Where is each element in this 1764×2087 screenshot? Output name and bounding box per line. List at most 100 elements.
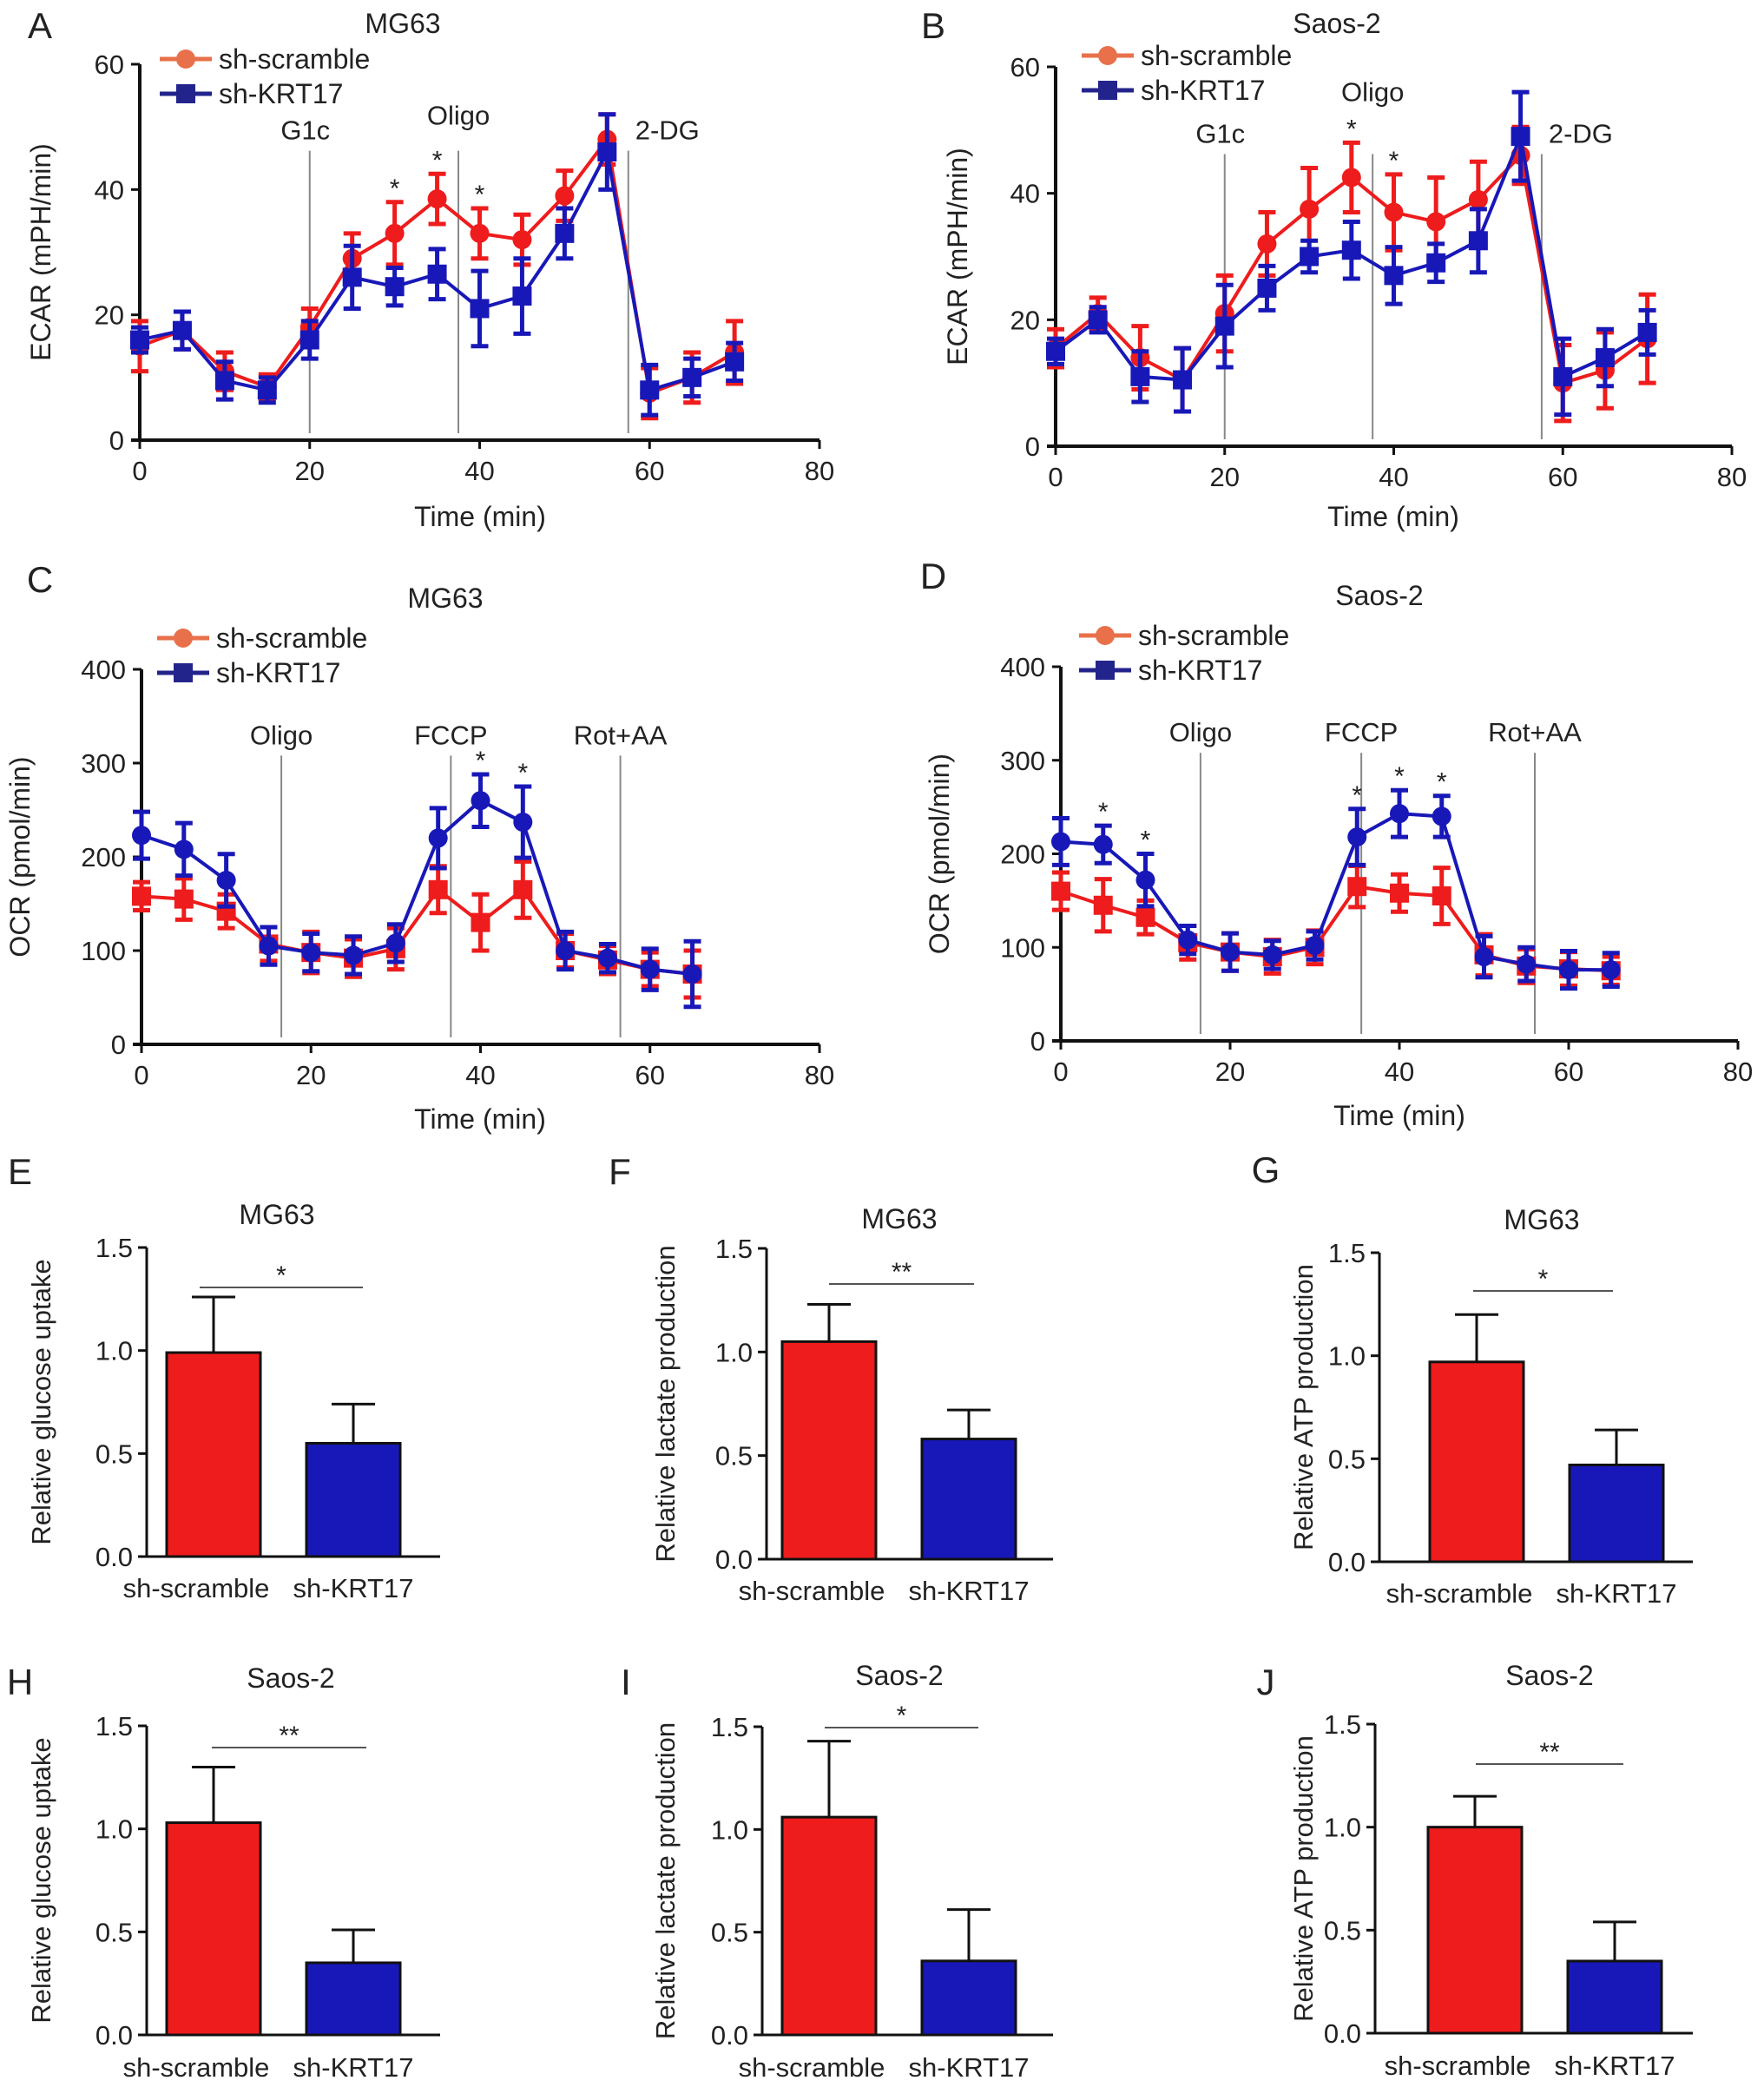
y-tick-label: 100 [81, 936, 126, 966]
y-tick-label: 300 [81, 748, 126, 779]
data-point [1474, 947, 1494, 967]
data-point [132, 886, 151, 906]
x-tick-label: 40 [465, 1060, 495, 1090]
data-point [174, 839, 194, 859]
data-point [1093, 895, 1113, 915]
chart-title: Saos-2 [247, 1662, 334, 1694]
data-point [1553, 366, 1573, 386]
x-tick-label: 0 [134, 1060, 148, 1090]
bar-sh-scramble [780, 1815, 878, 2037]
panel-J: J Saos-2 sh-scramble sh-KRT17 0.0 0.5 1.0 1.5Re… [1257, 1660, 1693, 2081]
y-axis-label: Relative ATP production [1288, 1264, 1319, 1550]
data-point [1341, 240, 1361, 260]
x-tick-label: 60 [1548, 462, 1577, 492]
bar-sh-scramble [1428, 1360, 1525, 1564]
panel-G: G MG63 sh-scramble sh-KRT17 0.0 0.5 1.0 1.5 Rela… [1252, 1149, 1693, 1609]
injection-label: FCCP [414, 720, 487, 750]
significance-star: * [517, 759, 528, 787]
category-label: sh-KRT17 [1555, 2051, 1675, 2081]
y-tick-label: 1.5 [1324, 1709, 1361, 1740]
y-tick-label: 0.5 [1324, 1915, 1361, 1945]
legend-label: sh-scramble [1141, 40, 1292, 71]
data-point [1046, 341, 1065, 361]
y-tick-label: 1.0 [715, 1337, 753, 1367]
data-point [1468, 189, 1488, 209]
significance-star: * [1098, 798, 1109, 826]
injection-label: Oligo [250, 720, 313, 750]
x-axis-label: Time (min) [414, 1103, 546, 1135]
data-point [640, 959, 660, 979]
data-point [512, 286, 532, 306]
panel-label: H [7, 1662, 33, 1702]
series-sh-KRT17 [1051, 787, 1621, 991]
category-label: sh-scramble [123, 2052, 270, 2083]
chart-title: MG63 [239, 1199, 314, 1230]
y-tick-label: 1.0 [1324, 1813, 1361, 1843]
data-point [1390, 804, 1409, 824]
x-tick-label: 40 [464, 456, 494, 486]
significance-star: * [1538, 1265, 1549, 1294]
data-point [1173, 370, 1193, 390]
bar-sh-scramble [780, 1340, 878, 1561]
data-point [344, 945, 364, 965]
data-point [385, 933, 405, 953]
y-tick-label: 1.5 [95, 1711, 133, 1741]
panel-label: D [920, 556, 946, 596]
significance-star: * [475, 181, 485, 209]
data-point [1178, 930, 1198, 950]
data-point [1221, 942, 1240, 962]
data-point [555, 223, 575, 243]
y-tick-label: 0.0 [1328, 1547, 1366, 1577]
x-tick-label: 80 [805, 1060, 834, 1090]
significance-star: * [432, 146, 443, 174]
y-axis-label: Relative ATP production [1288, 1735, 1319, 2022]
data-point [1135, 870, 1155, 890]
chart-title: MG63 [1504, 1204, 1579, 1235]
chart-title: Saos-2 [1505, 1660, 1593, 1691]
bar-sh-KRT17 [305, 1961, 402, 2037]
injection-label: Rot+AA [1488, 717, 1582, 747]
injection-label: G1c [280, 115, 330, 146]
significance-star: * [1141, 826, 1151, 855]
data-point [1426, 212, 1446, 232]
y-tick-label: 0.5 [715, 1441, 753, 1471]
y-tick-label: 1.0 [95, 1336, 133, 1366]
y-tick-label: 1.0 [95, 1814, 133, 1845]
data-point [1468, 231, 1488, 251]
series-sh-KRT17 [130, 112, 745, 418]
y-tick-label: 300 [1000, 746, 1045, 776]
category-label: sh-KRT17 [293, 2052, 414, 2083]
data-point [1257, 278, 1277, 298]
y-tick-label: 0.5 [95, 1439, 133, 1469]
panel-label: G [1252, 1149, 1280, 1190]
y-tick-label: 100 [1000, 932, 1045, 963]
data-point [257, 380, 277, 400]
data-point [513, 813, 533, 833]
panel-label: C [27, 559, 53, 600]
x-tick-label: 80 [805, 456, 834, 486]
significance-star: * [1389, 147, 1399, 175]
injection-label: Oligo [427, 100, 490, 130]
data-point [682, 367, 702, 387]
category-label: sh-scramble [1386, 1578, 1533, 1609]
panel-label: A [28, 5, 52, 46]
legend-marker [1096, 661, 1115, 680]
x-tick-label: 80 [1717, 462, 1747, 492]
y-tick-label: 40 [95, 174, 124, 205]
data-point [130, 330, 149, 350]
significance-star: * [390, 174, 400, 203]
significance-star: ** [892, 1258, 912, 1287]
significance-star: * [1394, 762, 1405, 791]
data-point [1347, 877, 1367, 897]
data-point [555, 186, 575, 206]
injection-label: G1c [1195, 118, 1245, 148]
data-point [174, 889, 194, 909]
injection-label: 2-DG [635, 115, 700, 146]
chart-title: MG63 [407, 583, 483, 614]
legend-item: sh-scramble [1082, 40, 1292, 71]
data-point [1093, 834, 1113, 854]
x-tick-label: 20 [295, 456, 325, 486]
panel-A: A MG63 G1c Oligo 2-DG 0 20 40 60 0 20 40 60 80 Time (m… [25, 5, 834, 532]
bar-sh-KRT17 [920, 1959, 1017, 2037]
